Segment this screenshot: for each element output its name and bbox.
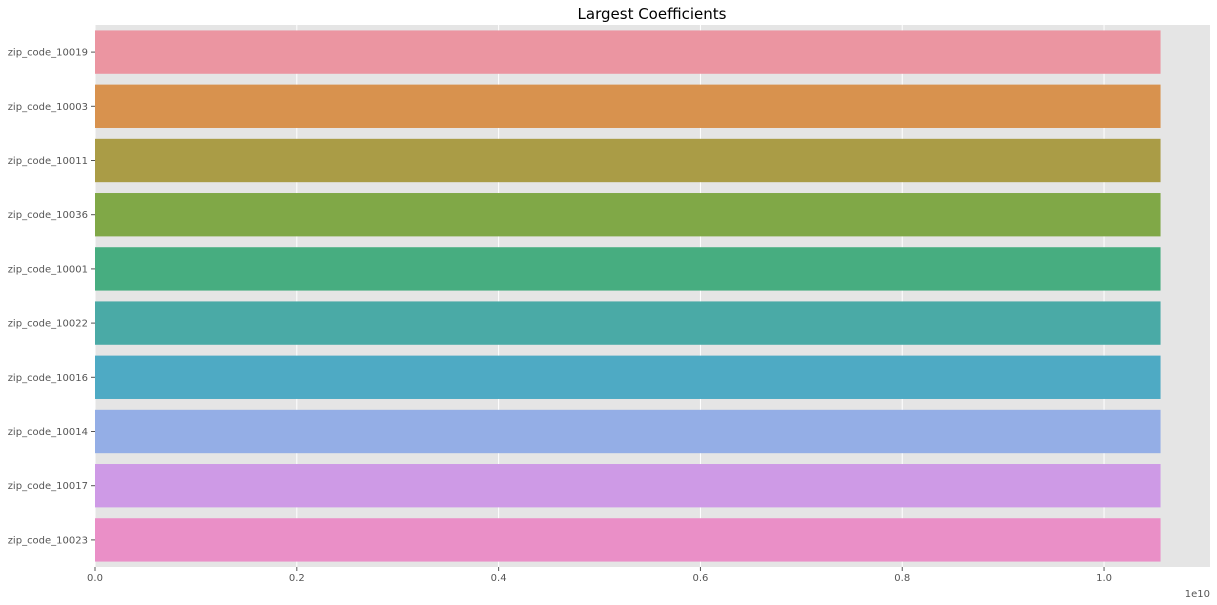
x-tick-label: 0.8 bbox=[894, 573, 910, 584]
y-tick-label: zip_code_10022 bbox=[8, 319, 88, 330]
y-tick-label: zip_code_10011 bbox=[8, 156, 88, 167]
y-tick-label: zip_code_10016 bbox=[8, 373, 88, 384]
x-tick-label: 0.2 bbox=[289, 573, 305, 584]
bar-zip_code_10003 bbox=[95, 84, 1161, 128]
bar-zip_code_10036 bbox=[95, 193, 1161, 237]
bar-zip_code_10017 bbox=[95, 464, 1161, 508]
bar-zip_code_10014 bbox=[95, 409, 1161, 454]
bar-zip_code_10019 bbox=[95, 30, 1161, 74]
chart-title: Largest Coefficients bbox=[578, 5, 727, 23]
bar-zip_code_10022 bbox=[95, 301, 1161, 345]
y-tick-labels: zip_code_10019 zip_code_10003 zip_code_100… bbox=[8, 48, 95, 546]
x-tick-label: 1.0 bbox=[1096, 573, 1112, 584]
y-tick-label: zip_code_10003 bbox=[8, 102, 88, 113]
y-tick-label: zip_code_10023 bbox=[8, 535, 88, 546]
x-tick-labels: 0.0 0.2 0.4 0.6 0.8 1.0 bbox=[87, 567, 1112, 584]
bars bbox=[95, 30, 1161, 562]
bar-zip_code_10011 bbox=[95, 138, 1161, 183]
y-tick-label: zip_code_10019 bbox=[8, 48, 88, 59]
x-tick-label: 0.4 bbox=[491, 573, 507, 584]
y-tick-label: zip_code_10036 bbox=[8, 210, 88, 221]
bar-zip_code_10023 bbox=[95, 518, 1161, 562]
y-tick-label: zip_code_10001 bbox=[8, 264, 88, 275]
x-tick-label: 0.6 bbox=[692, 573, 708, 584]
x-axis-offset-label: 1e10 bbox=[1185, 589, 1210, 600]
y-tick-label: zip_code_10014 bbox=[8, 427, 88, 438]
bar-zip_code_10001 bbox=[95, 247, 1161, 291]
y-tick-label: zip_code_10017 bbox=[8, 481, 88, 492]
bar-zip_code_10016 bbox=[95, 355, 1161, 399]
x-tick-label: 0.0 bbox=[87, 573, 103, 584]
